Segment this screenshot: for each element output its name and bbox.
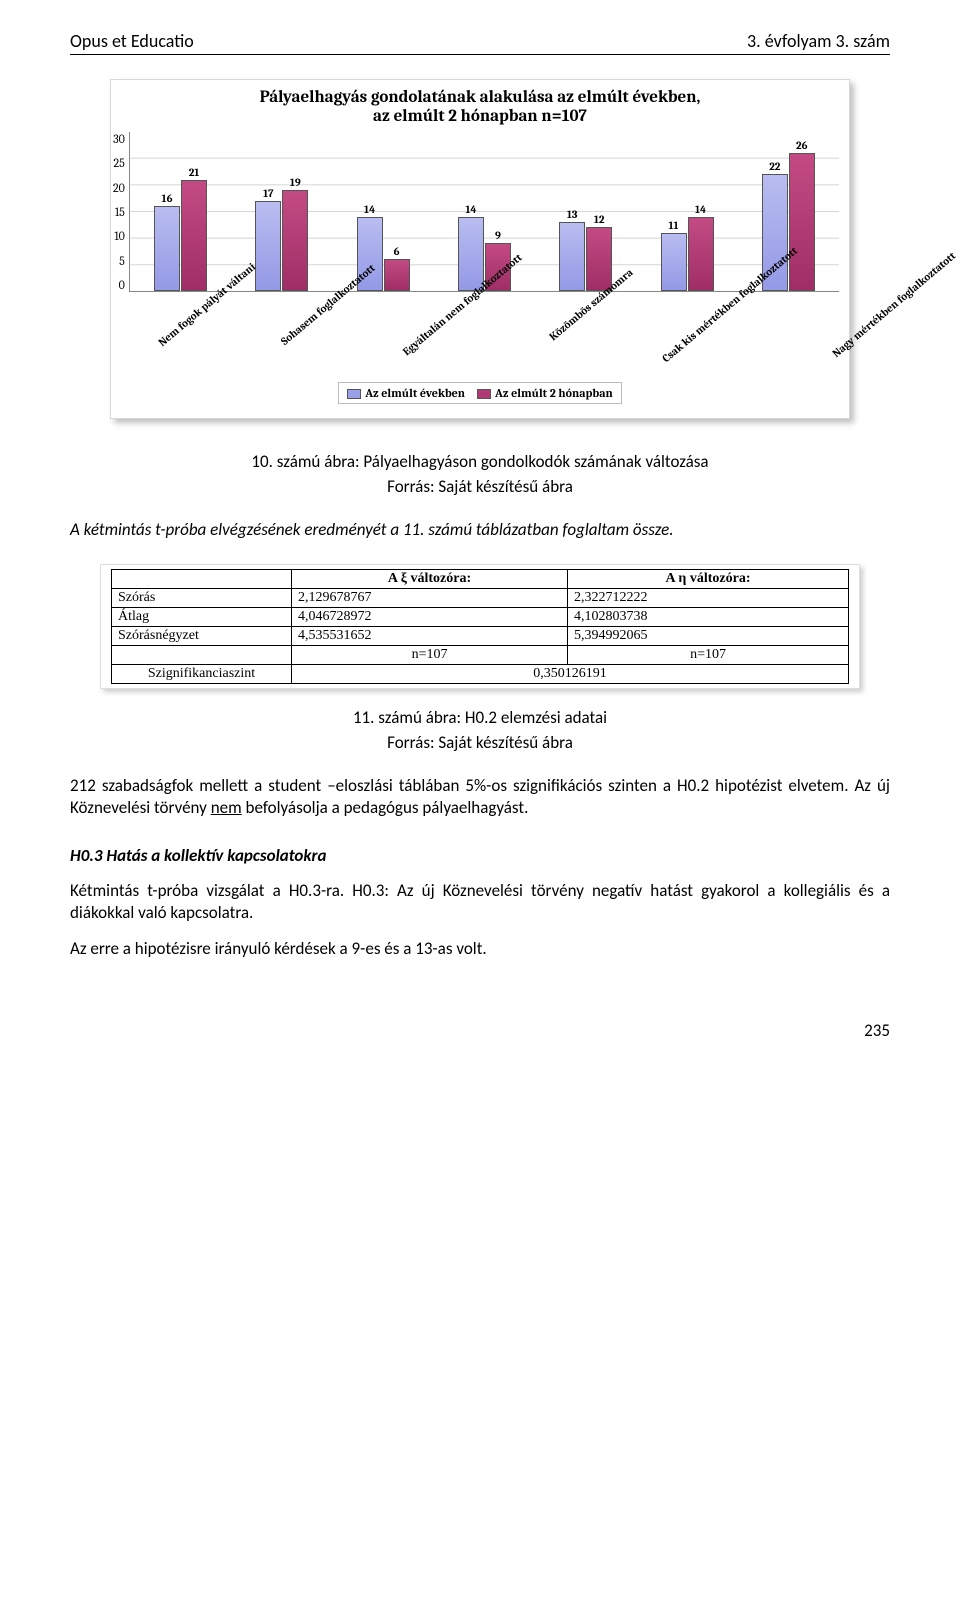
stats-cell: 4,046728972 — [292, 608, 568, 627]
bar-value-label: 22 — [769, 160, 780, 173]
page-number: 235 — [70, 1020, 890, 1041]
intro-paragraph: A kétmintás t-próba elvégzésének eredmén… — [70, 519, 890, 540]
bar: 14 — [688, 217, 714, 291]
h03-para-2: Az erre a hipotézisre irányuló kérdések … — [70, 938, 890, 960]
stats-cell: 5,394992065 — [568, 627, 849, 646]
bar-value-label: 19 — [290, 176, 301, 189]
bar-value-label: 26 — [796, 139, 808, 152]
bar-value-label: 14 — [695, 203, 706, 216]
figure-11-caption: 11. számú ábra: H0.2 elemzési adatai — [70, 707, 890, 728]
bar-value-label: 16 — [162, 192, 173, 205]
bar-value-label: 14 — [364, 203, 375, 216]
bar-value-label: 13 — [567, 208, 578, 221]
y-tick: 20 — [113, 181, 125, 195]
result-text-b: befolyásolja a pedagógus pályaelhagyást. — [242, 797, 529, 818]
bar-chart: Pályaelhagyás gondolatának alakulása az … — [110, 79, 850, 419]
bar: 16 — [154, 206, 180, 291]
chart-title-line1: Pályaelhagyás gondolatának alakulása az … — [123, 88, 837, 107]
stats-row-label — [112, 646, 292, 665]
chart-plot-area: 302520151050 16211719146149131211142226 — [111, 128, 849, 292]
stats-table-wrap: A ξ változóra: A η változóra: Szórás2,12… — [100, 564, 860, 689]
y-tick: 0 — [119, 278, 125, 292]
chart-plot: 16211719146149131211142226 — [129, 132, 839, 292]
bar: 19 — [282, 190, 308, 291]
bar-value-label: 17 — [263, 187, 273, 200]
chart-title-line2: az elmúlt 2 hónapban n=107 — [123, 107, 837, 126]
bar-group: 14 6 — [332, 132, 433, 291]
page-header: Opus et Educatio 3. évfolyam 3. szám — [70, 30, 890, 55]
stats-h2: A η változóra: — [568, 570, 849, 589]
stats-row-label: Szórásnégyzet — [112, 627, 292, 646]
header-left: Opus et Educatio — [70, 30, 194, 52]
stats-row: Átlag4,0467289724,102803738 — [112, 608, 849, 627]
bar-value-label: 14 — [465, 203, 476, 216]
figure-10-caption: 10. számú ábra: Pályaelhagyáson gondolko… — [70, 451, 890, 472]
bar-value-label: 11 — [668, 219, 678, 232]
stats-cell: 2,129678767 — [292, 589, 568, 608]
stats-row: n=107n=107 — [112, 646, 849, 665]
figure-11-source: Forrás: Saját készítésű ábra — [70, 732, 890, 753]
h03-heading: H0.3 Hatás a kollektív kapcsolatokra — [70, 845, 890, 866]
y-tick: 30 — [113, 132, 125, 146]
result-paragraph: 212 szabadságfok mellett a student –elos… — [70, 775, 890, 819]
chart-title: Pályaelhagyás gondolatának alakulása az … — [111, 80, 849, 128]
header-right: 3. évfolyam 3. szám — [747, 30, 890, 52]
y-tick: 10 — [114, 229, 125, 243]
stats-sig-row: Szignifikanciaszint 0,350126191 — [112, 665, 849, 684]
chart-bars-row: 16211719146149131211142226 — [130, 132, 839, 291]
bar-value-label: 9 — [495, 229, 501, 242]
result-text-underline: nem — [211, 797, 242, 818]
chart-x-axis: Nem fogok pályát váltaniSohasem foglalko… — [135, 292, 849, 382]
bar-value-label: 6 — [394, 245, 400, 258]
bar: 21 — [181, 180, 207, 291]
stats-cell: 4,535531652 — [292, 627, 568, 646]
stats-cell: n=107 — [292, 646, 568, 665]
bar-value-label: 12 — [594, 213, 605, 226]
stats-table: A ξ változóra: A η változóra: Szórás2,12… — [111, 569, 849, 684]
figure-10-source: Forrás: Saját készítésű ábra — [70, 476, 890, 497]
stats-row: Szórásnégyzet4,5355316525,394992065 — [112, 627, 849, 646]
stats-h1: A ξ változóra: — [292, 570, 568, 589]
bar-group: 1114 — [636, 132, 737, 291]
stats-sig-value: 0,350126191 — [292, 665, 849, 684]
y-tick: 5 — [119, 254, 125, 268]
x-tick-label: Nagy mértékben foglalkoztatott — [830, 249, 960, 419]
stats-cell: 4,102803738 — [568, 608, 849, 627]
y-tick: 25 — [114, 156, 125, 170]
bar: 13 — [559, 222, 585, 291]
h03-para-1: Kétmintás t-próba vizsgálat a H0.3-ra. H… — [70, 880, 890, 924]
stats-cell: 2,322712222 — [568, 589, 849, 608]
chart-y-axis: 30 25 20 15 10 5 0 — [113, 132, 129, 292]
stats-row-label: Szórás — [112, 589, 292, 608]
bar-group: 1621 — [130, 132, 231, 291]
stats-h0 — [112, 570, 292, 589]
stats-header-row: A ξ változóra: A η változóra: — [112, 570, 849, 589]
bar-value-label: 21 — [189, 166, 200, 179]
bar-group: 13 12 — [535, 132, 636, 291]
stats-cell: n=107 — [568, 646, 849, 665]
stats-row: Szórás2,1296787672,322712222 — [112, 589, 849, 608]
stats-sig-label: Szignifikanciaszint — [112, 665, 292, 684]
stats-row-label: Átlag — [112, 608, 292, 627]
bar: 11 — [661, 233, 687, 291]
y-tick: 15 — [115, 205, 125, 219]
